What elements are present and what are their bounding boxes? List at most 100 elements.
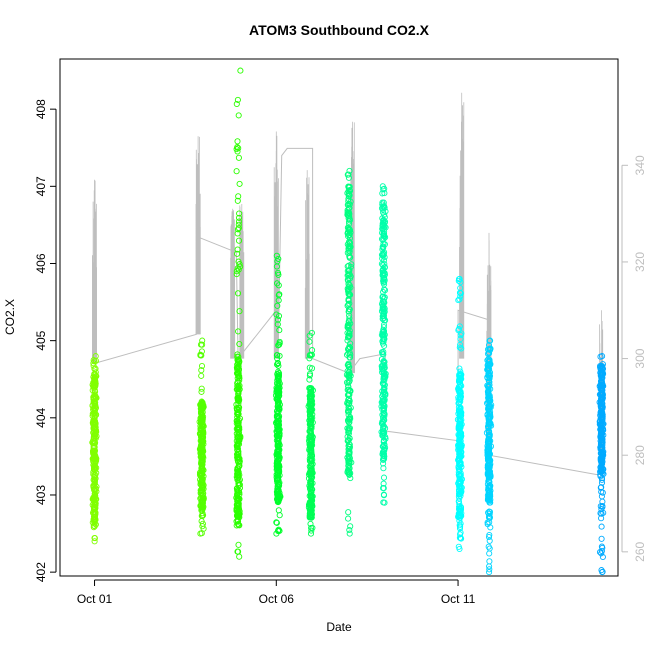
data-point — [308, 446, 315, 453]
data-point — [380, 186, 387, 193]
data-point — [233, 494, 240, 501]
data-point — [234, 368, 241, 376]
secondary-spike-1 — [195, 136, 201, 335]
data-point — [381, 277, 388, 284]
data-point — [346, 451, 353, 458]
data-point — [380, 474, 388, 481]
point-cluster-9 — [596, 353, 607, 576]
data-point — [91, 443, 98, 450]
data-point — [345, 200, 352, 208]
data-point — [307, 409, 314, 416]
data-point — [346, 448, 353, 455]
data-point — [485, 445, 492, 452]
x-tick-label: Oct 11 — [441, 592, 476, 606]
data-point — [455, 327, 462, 334]
data-point — [379, 315, 386, 323]
data-point — [381, 264, 388, 271]
data-point — [274, 280, 281, 287]
data-point — [198, 385, 205, 392]
data-point — [598, 535, 605, 542]
data-point — [380, 433, 387, 440]
data-point — [237, 67, 244, 74]
data-point — [381, 381, 388, 389]
data-point — [379, 398, 387, 405]
data-point — [485, 399, 492, 406]
y2-tick-label: 320 — [633, 252, 647, 272]
data-point — [91, 535, 98, 542]
data-point — [275, 420, 282, 428]
data-point — [346, 455, 353, 462]
data-point — [307, 462, 315, 469]
data-point — [236, 340, 243, 348]
data-point — [91, 467, 98, 474]
data-point — [273, 519, 280, 526]
point-cluster-3 — [272, 252, 284, 537]
data-point — [378, 420, 385, 427]
data-point — [380, 321, 388, 328]
data-point — [92, 353, 99, 360]
data-point — [273, 361, 281, 368]
data-point — [381, 384, 388, 391]
data-point — [275, 381, 282, 388]
data-point — [90, 484, 97, 491]
data-point — [456, 460, 463, 468]
data-point — [485, 432, 492, 439]
data-point — [457, 424, 464, 431]
data-point — [91, 523, 98, 530]
data-point — [234, 385, 241, 393]
data-point — [276, 327, 283, 334]
data-point — [199, 523, 206, 530]
data-point — [235, 112, 242, 119]
data-point — [275, 507, 282, 514]
data-point — [235, 541, 242, 548]
data-point — [379, 451, 386, 458]
data-point — [379, 419, 386, 426]
y-tick-label: 408 — [34, 99, 48, 119]
data-point — [458, 443, 465, 450]
data-point — [198, 362, 206, 370]
data-point — [379, 255, 386, 262]
data-point — [456, 387, 463, 395]
data-point — [307, 428, 314, 435]
data-point — [345, 363, 352, 370]
data-point — [275, 312, 283, 320]
data-point — [346, 526, 353, 534]
data-point — [486, 457, 493, 464]
data-point — [380, 359, 387, 367]
y-axis-right: 260 280 300 320 340 — [621, 155, 647, 562]
data-point — [234, 351, 241, 358]
data-point — [345, 317, 353, 324]
data-point — [234, 518, 242, 525]
data-point — [456, 473, 463, 480]
data-point — [456, 479, 463, 486]
data-point — [306, 506, 314, 513]
data-point — [379, 269, 386, 276]
data-point — [234, 433, 241, 440]
data-point — [379, 261, 386, 269]
data-point — [456, 531, 464, 538]
data-point — [455, 396, 462, 403]
data-point — [275, 418, 282, 425]
data-point — [307, 395, 314, 403]
data-point — [380, 454, 387, 461]
data-point — [484, 350, 492, 357]
data-point — [273, 519, 280, 526]
data-point — [273, 453, 280, 461]
data-point — [381, 190, 388, 197]
data-point — [347, 415, 354, 422]
data-point — [598, 413, 605, 420]
data-point — [598, 476, 606, 483]
data-point — [92, 395, 99, 403]
data-point — [381, 413, 388, 420]
data-point — [235, 221, 242, 228]
data-point — [91, 450, 98, 457]
data-point — [486, 381, 493, 389]
data-point — [307, 483, 314, 490]
data-point — [599, 544, 606, 551]
data-point — [485, 407, 492, 414]
data-point — [345, 509, 352, 516]
data-point — [457, 279, 464, 286]
data-point — [382, 373, 389, 380]
data-point — [275, 450, 282, 457]
